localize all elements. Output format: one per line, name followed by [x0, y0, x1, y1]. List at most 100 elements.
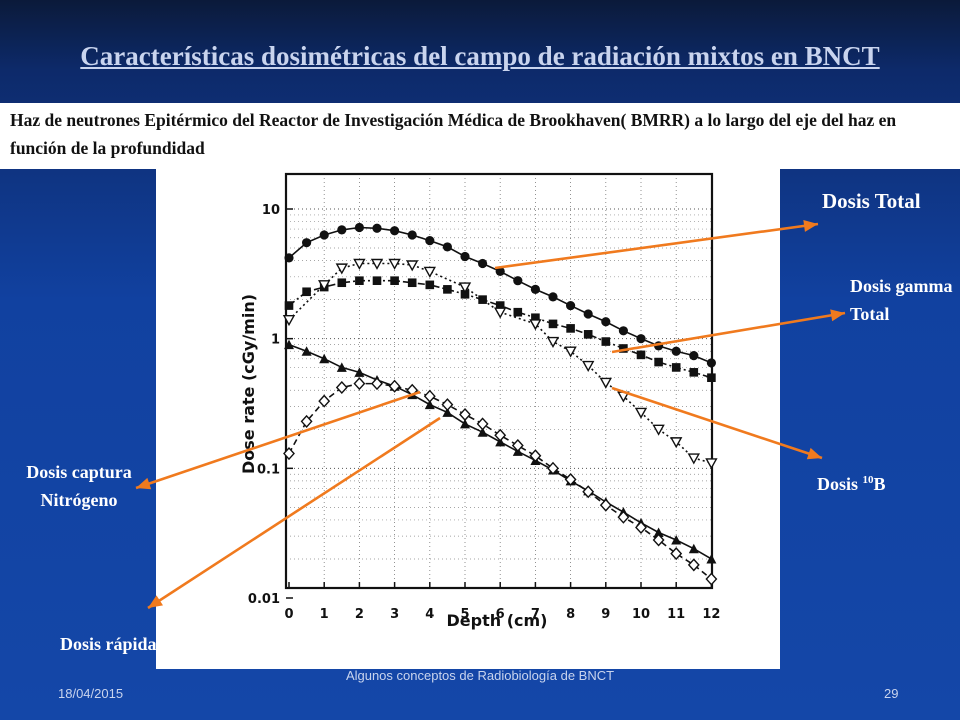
slide-title: Características dosimétricas del campo d…: [80, 41, 880, 71]
data-point: [495, 301, 505, 310]
label-b10-superscript: 10: [862, 474, 874, 486]
data-point: [652, 533, 665, 547]
data-point: [566, 300, 576, 311]
data-point: [302, 287, 311, 297]
arrow-gamma-dose-shaft: [611, 311, 846, 354]
data-point: [529, 319, 542, 331]
label-nitrogen-capture: Dosis captura Nitrógeno: [26, 462, 132, 510]
x-tick-label: 9: [601, 607, 610, 622]
data-point: [634, 407, 648, 419]
series-line-gamma-dose: [288, 279, 712, 379]
data-point: [478, 258, 488, 269]
chart-grid: [286, 174, 712, 588]
data-point: [513, 307, 523, 317]
data-point: [529, 449, 542, 463]
data-point: [599, 377, 612, 389]
data-point: [337, 225, 347, 235]
data-point: [619, 344, 628, 353]
x-tick-label: 8: [566, 607, 575, 622]
label-total-dose: Dosis Total: [822, 189, 921, 213]
arrow-total-dose-head: [803, 219, 818, 232]
arrow-gamma-dose: [611, 309, 846, 354]
data-point: [423, 266, 436, 278]
data-point: [652, 424, 665, 436]
data-point: [583, 330, 593, 339]
data-point: [548, 319, 558, 329]
data-point: [337, 278, 347, 288]
data-point: [688, 543, 699, 554]
data-point: [513, 276, 523, 286]
x-axis-label: Depth (cm): [447, 611, 548, 630]
footer-page-number: 29: [884, 686, 899, 701]
data-point: [654, 357, 663, 367]
data-point: [335, 380, 348, 395]
arrow-b10-dose-head: [806, 447, 822, 460]
data-point: [300, 414, 313, 428]
data-point: [302, 238, 312, 248]
data-point: [530, 284, 541, 294]
data-point: [318, 280, 331, 292]
data-point: [284, 301, 294, 310]
chart-series: [282, 222, 718, 586]
data-point: [371, 377, 383, 391]
data-point: [425, 236, 435, 246]
data-point: [687, 453, 700, 465]
label-b10-dose: Dosis 10B: [817, 467, 886, 497]
data-point: [335, 263, 348, 275]
x-tick-label: 7: [531, 607, 540, 622]
y-axis-label: Dose rate (cGy/min): [239, 294, 258, 474]
data-point: [425, 280, 435, 290]
data-point: [582, 485, 595, 499]
data-point: [531, 313, 540, 323]
x-tick-label: 11: [667, 607, 685, 622]
data-point: [460, 251, 470, 262]
data-point: [706, 358, 717, 368]
y-tick-label: 10: [262, 203, 280, 218]
footer-date: 18/04/2015: [58, 686, 124, 701]
y-tick-label: 0.1: [257, 462, 280, 477]
data-point: [636, 334, 646, 344]
data-point: [546, 336, 560, 348]
data-point: [354, 222, 364, 233]
data-point: [460, 289, 470, 299]
data-point: [372, 276, 382, 285]
series-gamma-dose: [284, 276, 716, 383]
data-point: [441, 398, 454, 412]
data-point: [566, 324, 575, 333]
series-nitrogen-capture-dose: [283, 377, 718, 586]
data-point: [319, 230, 329, 240]
data-point: [388, 379, 401, 393]
data-point: [407, 278, 417, 288]
arrow-gamma-dose-head: [830, 309, 845, 322]
data-point: [390, 276, 399, 285]
data-point: [617, 510, 630, 524]
data-point: [460, 418, 470, 429]
footer-title: Algunos conceptos de Radiobiología de BN…: [345, 668, 615, 683]
x-tick-label: 3: [390, 607, 399, 622]
data-point: [353, 258, 366, 270]
data-point: [424, 399, 435, 410]
y-tick-label: 1: [271, 333, 280, 348]
slide-subtitle: Haz de neutrones Epitérmico del Reactor …: [10, 110, 897, 158]
x-tick-label: 4: [425, 607, 434, 622]
data-point: [476, 417, 489, 431]
arrow-nitrogen-capture-shaft: [135, 390, 421, 490]
data-point: [618, 326, 629, 336]
data-point: [372, 223, 382, 233]
x-tick-label: 6: [496, 607, 505, 622]
data-point: [705, 458, 718, 470]
data-point: [601, 337, 611, 346]
arrow-total-dose-shaft: [494, 222, 819, 270]
arrow-nitrogen-capture-head: [136, 477, 152, 490]
data-point: [301, 346, 312, 356]
data-point: [494, 307, 507, 319]
data-point: [478, 295, 487, 304]
data-point: [582, 360, 595, 373]
data-point: [284, 253, 294, 263]
data-point: [443, 285, 452, 294]
data-point: [547, 461, 559, 475]
data-point: [705, 572, 718, 586]
data-point: [548, 292, 558, 302]
label-fast-dose: Dosis rápida: [60, 634, 157, 654]
